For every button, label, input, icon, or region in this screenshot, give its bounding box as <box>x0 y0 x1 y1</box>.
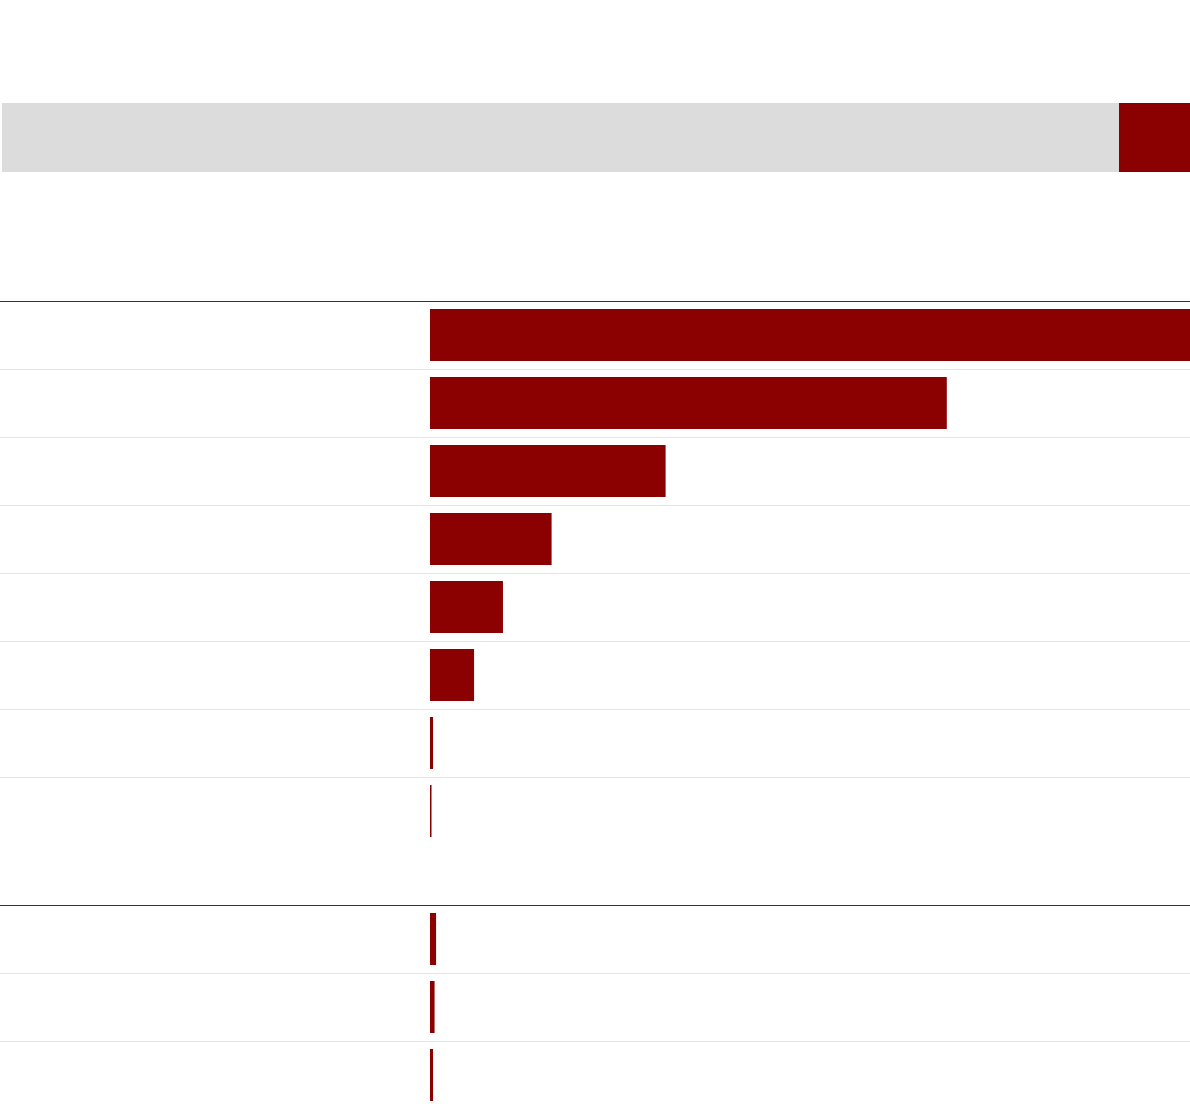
bar <box>430 1049 434 1101</box>
bar <box>430 309 1190 361</box>
header-accent-block <box>1119 103 1190 172</box>
bar <box>430 581 503 633</box>
bar <box>430 513 552 565</box>
bar <box>430 377 947 429</box>
bar <box>430 981 435 1033</box>
bar <box>430 785 432 837</box>
bar <box>430 913 437 965</box>
header-bar <box>2 103 1119 172</box>
bar <box>430 445 666 497</box>
bar <box>430 649 475 701</box>
bar <box>430 717 434 769</box>
